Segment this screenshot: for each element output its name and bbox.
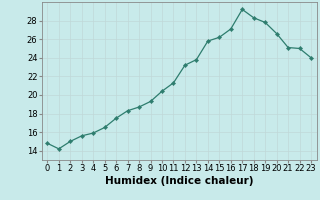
X-axis label: Humidex (Indice chaleur): Humidex (Indice chaleur) xyxy=(105,176,253,186)
